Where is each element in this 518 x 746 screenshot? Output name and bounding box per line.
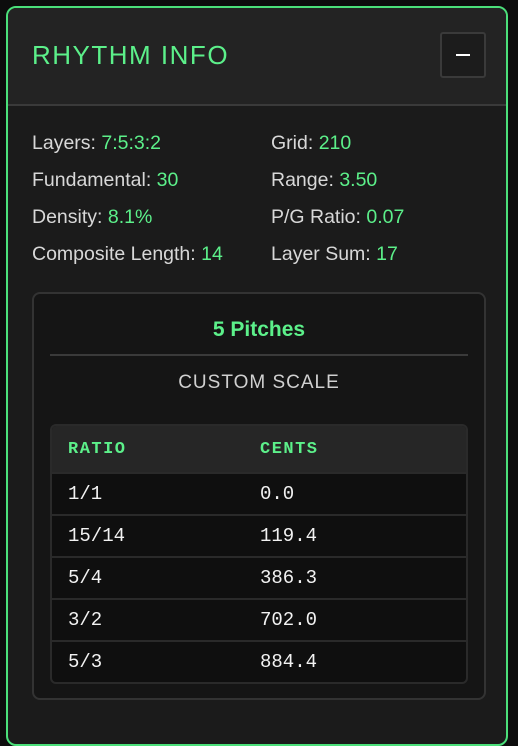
cents-cell: 386.3 [260, 567, 318, 589]
stat-label: Fundamental: [32, 169, 152, 191]
ratio-cell: 1/1 [68, 483, 103, 505]
ratio-cell: 3/2 [68, 609, 103, 631]
ratio-cell: 5/4 [68, 567, 103, 589]
stat-fundamental: Fundamental: 30 [32, 167, 271, 193]
column-header-ratio: RATIO [68, 439, 127, 459]
stat-value: 30 [156, 169, 179, 191]
scale-card: 5 Pitches CUSTOM SCALE RATIO CENTS 1/1 0… [32, 292, 486, 700]
stat-value: 3.50 [339, 169, 378, 191]
stat-label: Grid: [271, 132, 314, 154]
minus-icon [456, 54, 470, 56]
stat-value: 8.1% [107, 206, 153, 228]
stat-composite-length: Composite Length: 14 [32, 241, 271, 267]
stat-density: Density: 8.1% [32, 204, 271, 230]
cents-cell: 884.4 [260, 651, 318, 673]
ratio-cell: 15/14 [68, 525, 126, 547]
stat-label: Range: [271, 169, 334, 191]
table-row: 3/2 702.0 [52, 600, 466, 642]
stat-grid: Grid: 210 [271, 130, 491, 156]
cents-cell: 119.4 [260, 525, 318, 547]
stat-value: 14 [201, 243, 223, 265]
ratio-cell: 5/3 [68, 651, 103, 673]
stat-value: 17 [376, 243, 398, 265]
stats-grid: Layers: 7:5:3:2 Grid: 210 Fundamental: 3… [32, 130, 502, 267]
table-header: RATIO CENTS [52, 426, 466, 474]
stat-label: Layer Sum: [271, 243, 371, 265]
table-row: 1/1 0.0 [52, 474, 466, 516]
stat-label: Layers: [32, 132, 96, 154]
cents-cell: 702.0 [260, 609, 318, 631]
stat-label: P/G Ratio: [271, 206, 361, 228]
table-row: 5/3 884.4 [52, 642, 466, 682]
stat-range: Range: 3.50 [271, 167, 491, 193]
panel-header: RHYTHM INFO [8, 8, 506, 106]
stat-label: Composite Length: [32, 243, 196, 265]
rhythm-info-panel: RHYTHM INFO Layers: 7:5:3:2 Grid: 210 Fu… [6, 6, 508, 746]
stat-value: 0.07 [366, 206, 405, 228]
stat-value: 7:5:3:2 [101, 132, 162, 154]
stat-label: Density: [32, 206, 103, 228]
collapse-button[interactable] [440, 32, 486, 78]
cents-cell: 0.0 [260, 483, 295, 505]
scale-table: RATIO CENTS 1/1 0.0 15/14 119.4 5/4 386.… [50, 424, 468, 684]
stat-value: 210 [318, 132, 352, 154]
scale-name: CUSTOM SCALE [178, 372, 340, 393]
column-header-cents: CENTS [260, 439, 319, 459]
panel-title: RHYTHM INFO [32, 40, 230, 70]
stat-pg-ratio: P/G Ratio: 0.07 [271, 204, 491, 230]
divider [50, 354, 468, 356]
stat-layer-sum: Layer Sum: 17 [271, 241, 491, 267]
stat-layers: Layers: 7:5:3:2 [32, 130, 271, 156]
table-row: 15/14 119.4 [52, 516, 466, 558]
pitch-count: 5 Pitches [212, 318, 306, 341]
table-row: 5/4 386.3 [52, 558, 466, 600]
